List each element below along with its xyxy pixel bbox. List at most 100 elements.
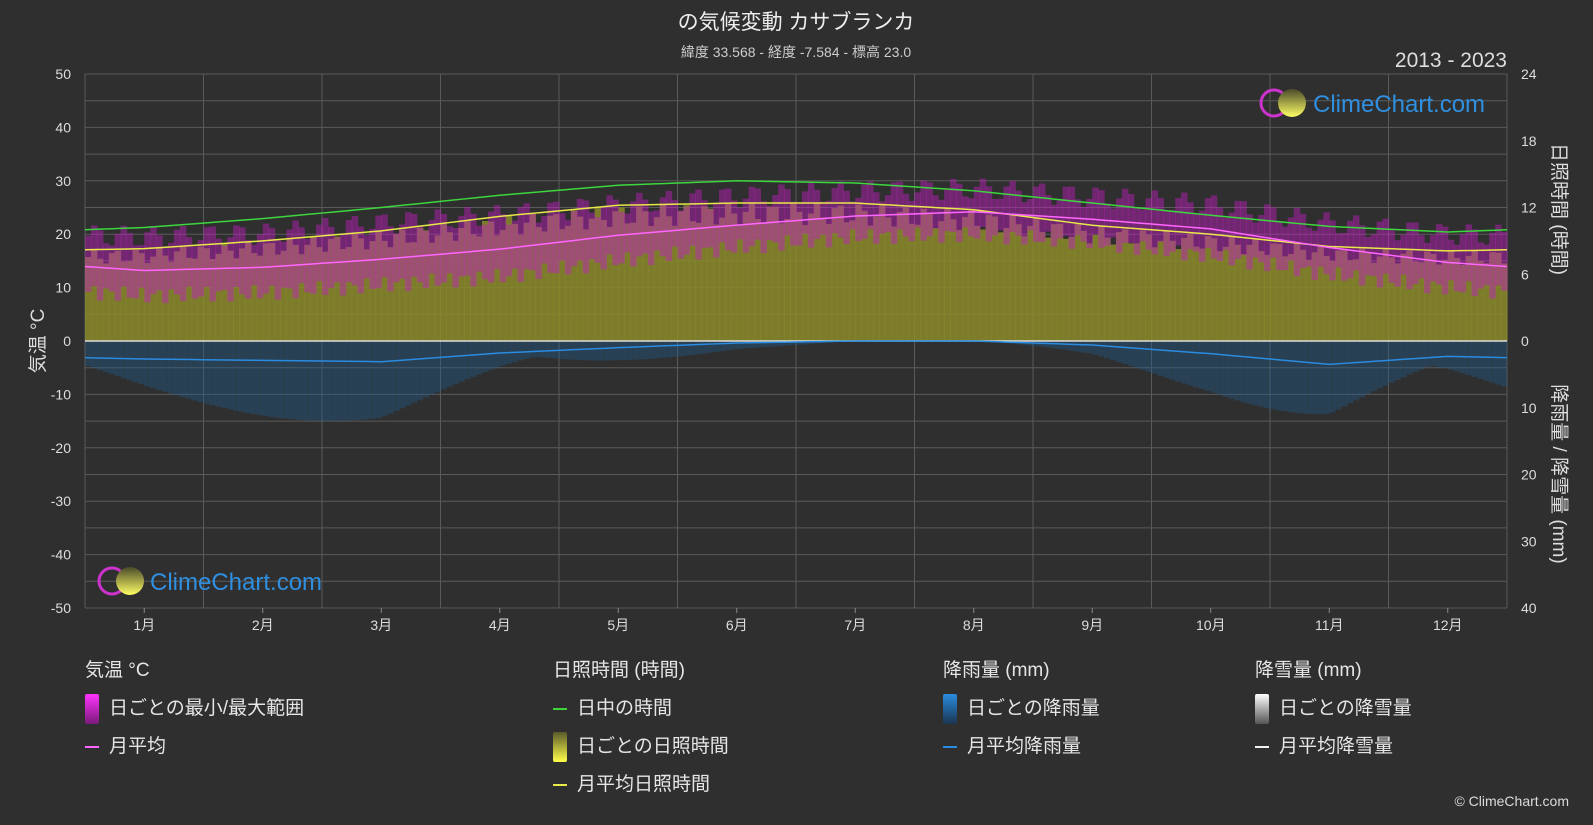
rain-bar: [197, 341, 204, 403]
y-tick-label-left: 40: [55, 119, 71, 135]
temp-range-bar: [286, 229, 293, 289]
sunshine-bar: [422, 230, 430, 341]
sunshine-bar: [1115, 232, 1123, 341]
rain-bar: [446, 341, 453, 387]
temp-range-bar: [636, 192, 643, 257]
sunshine-bar: [310, 236, 317, 341]
rain-bar: [126, 341, 133, 381]
sunshine-bar: [298, 254, 305, 341]
rain-bar: [1240, 341, 1247, 403]
sunshine-bar: [410, 242, 418, 341]
sunshine-bar: [1281, 256, 1289, 341]
sunshine-bar: [1329, 260, 1336, 341]
temp-range-bar: [718, 189, 726, 243]
sunshine-bar: [162, 255, 169, 341]
sunshine-bar: [393, 234, 400, 341]
temp-range-bar: [1044, 195, 1052, 232]
rain-bar: [517, 341, 524, 361]
yellow-line-icon: [553, 784, 567, 786]
y-tick-label-right-mm: 10: [1521, 400, 1537, 416]
sunshine-bar: [1151, 247, 1159, 341]
rain-bar: [647, 341, 655, 359]
temp-range-bar: [464, 207, 471, 276]
y-tick-label-right-hours: 24: [1521, 66, 1537, 82]
sunshine-bar: [1050, 224, 1058, 341]
sunshine-bar: [837, 205, 844, 341]
sunshine-bar: [327, 238, 335, 341]
temp-range-bar: [369, 228, 376, 289]
temp-range-bar: [1364, 236, 1372, 276]
temp-range-bar: [665, 190, 673, 261]
rain-bar: [1086, 341, 1093, 354]
sunshine-bar: [1275, 243, 1283, 341]
sunshine-bar: [997, 232, 1004, 341]
sunshine-bar: [541, 231, 548, 341]
sunshine-bar: [114, 250, 122, 341]
rain-bar: [1210, 341, 1218, 393]
temp-range-bar: [1092, 187, 1099, 235]
rain-bar: [1281, 341, 1289, 412]
plot-area: 1月 2月 3月 4月 5月 6月 7月 8月 9月 10月 11月 12月 50 40 30 20 10 0 -1…: [51, 66, 1537, 633]
sunshine-bar: [1317, 245, 1324, 341]
rain-bar: [1441, 341, 1449, 369]
rain-bar: [470, 341, 477, 377]
sunshine-bar: [511, 223, 519, 341]
sunshine-bar: [132, 249, 139, 341]
y-tick-label-left: -20: [51, 440, 71, 456]
temp-range-bar: [736, 207, 744, 240]
sunshine-bar: [606, 226, 613, 341]
rain-bar: [1074, 341, 1081, 352]
temp-range-bar: [1228, 212, 1236, 266]
sunshine-bar: [570, 210, 578, 341]
sunshine-bar: [819, 217, 827, 341]
temp-range-bar: [553, 201, 560, 274]
sunshine-bar: [955, 229, 963, 341]
sunshine-bar: [399, 229, 406, 341]
sunshine-bar: [1110, 244, 1117, 341]
sunshine-bar: [1015, 224, 1022, 341]
sunshine-bar: [428, 242, 436, 341]
sunshine-bar: [553, 214, 560, 341]
y-tick-label-right-hours: 6: [1521, 266, 1529, 282]
sunshine-bar: [944, 208, 951, 341]
watermark-text-bottom: ClimeChart.com: [150, 569, 322, 596]
temp-range-bar: [1323, 212, 1330, 275]
temp-range-bar: [126, 233, 133, 298]
temp-range-bar: [250, 244, 258, 286]
rain-bar: [1169, 341, 1176, 380]
temp-range-bar: [357, 226, 365, 294]
rain-bar: [1429, 341, 1437, 367]
sunshine-bar: [967, 210, 975, 341]
sunshine-bar: [1264, 254, 1271, 341]
sunshine-bar: [322, 251, 329, 341]
temp-range-bar: [547, 202, 554, 273]
temp-range-bar: [618, 211, 625, 264]
sunshine-bar: [991, 216, 999, 341]
sunshine-bar: [1086, 243, 1093, 341]
blue-swatch-icon: [943, 694, 957, 724]
temp-range-bar: [1098, 190, 1105, 248]
rain-bar: [464, 341, 471, 380]
rain-bar: [1447, 341, 1455, 370]
sunshine-bar: [600, 220, 607, 341]
temp-range-bar: [1435, 223, 1443, 285]
sunshine-bar: [239, 248, 246, 341]
sunshine-bar: [766, 206, 773, 341]
rain-bar: [1323, 341, 1330, 415]
legend-item: 日ごとの降雪量: [1255, 694, 1412, 724]
temp-range-bar: [1074, 199, 1081, 236]
temp-range-bar: [1465, 224, 1473, 282]
sunshine-bar: [1139, 230, 1147, 341]
sunshine-bar: [902, 207, 910, 341]
rain-bar: [233, 341, 240, 411]
sunshine-bar: [333, 236, 341, 341]
temp-range-bar: [1009, 180, 1016, 232]
temp-range-bar: [748, 186, 756, 247]
sunshine-bar: [1347, 260, 1354, 341]
temp-range-bar: [873, 192, 880, 244]
temp-range-bar: [304, 239, 311, 293]
sunshine-bar: [470, 234, 477, 341]
rain-bar: [541, 341, 548, 358]
temp-range-bar: [1382, 218, 1390, 274]
rain-bar: [630, 341, 637, 360]
